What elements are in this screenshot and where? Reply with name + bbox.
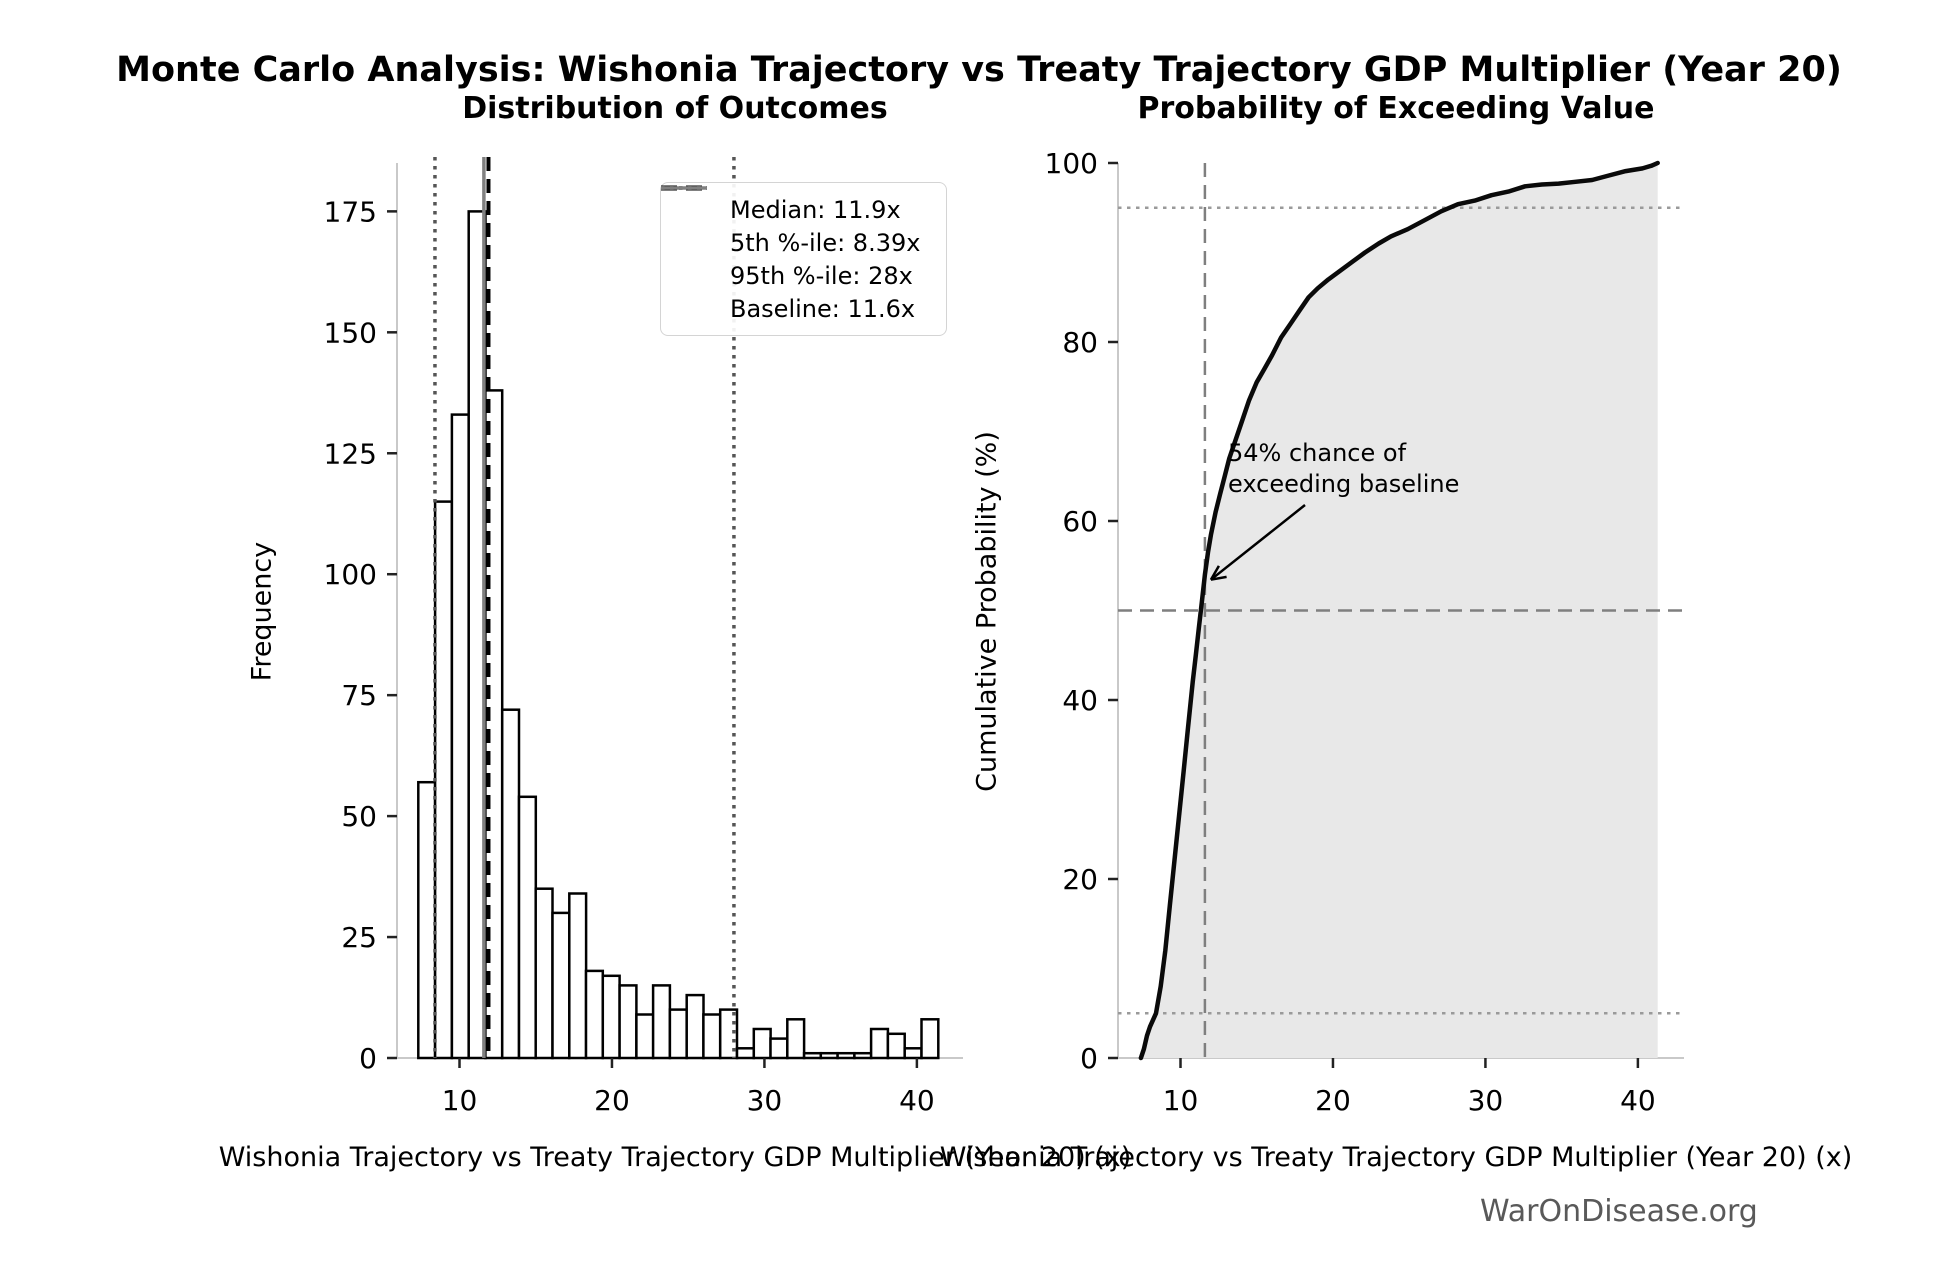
- cdf-ylabel: Cumulative Probability (%): [971, 431, 1003, 792]
- cdf-title: Probability of Exceeding Value: [1137, 91, 1655, 126]
- legend-row: 95th %-ile: 28x: [661, 186, 934, 292]
- y-tick-label: 100: [1045, 147, 1098, 180]
- histogram-bar: [903, 1047, 923, 1060]
- histogram-bar: [769, 1037, 789, 1060]
- histogram-xlabel: Wishonia Trajectory vs Treaty Trajectory…: [218, 1142, 1132, 1173]
- histogram-bar: [735, 1047, 756, 1060]
- y-tick-label: 175: [324, 195, 377, 228]
- legend-row: Baseline: 11.6x: [661, 186, 934, 325]
- watermark: WarOnDisease.org: [1480, 1194, 1758, 1229]
- annotation-arrow-shaft: [1210, 504, 1306, 581]
- x-tick-label: 30: [747, 1084, 783, 1117]
- legend-row: Median: 11.9x: [661, 185, 934, 226]
- histogram-bar: [802, 1051, 823, 1060]
- histogram-bar: [433, 500, 454, 1060]
- x-tick-label: 10: [442, 1084, 478, 1117]
- x-tick-label: 20: [1315, 1084, 1351, 1117]
- histogram-bar: [786, 1018, 806, 1060]
- cdf-xlabel: Wishonia Trajectory vs Treaty Trajectory…: [939, 1142, 1853, 1173]
- histogram-ylabel: Frequency: [246, 541, 278, 682]
- annotation-arrow-wing: [1210, 575, 1227, 581]
- histogram-bar: [869, 1027, 890, 1060]
- legend-label: Baseline: 11.6x: [730, 294, 916, 323]
- histogram-bar: [853, 1051, 873, 1060]
- histogram-bar: [920, 1018, 940, 1060]
- y-tick-label: 75: [341, 679, 377, 712]
- annotation-line-2: exceeding baseline: [1228, 470, 1460, 498]
- cdf-curve: [1138, 160, 1660, 1061]
- cdf-annotation: 54% chance of exceeding baseline: [1228, 438, 1459, 500]
- figure-title: Monte Carlo Analysis: Wishonia Trajector…: [116, 50, 1842, 90]
- annotation-line-1: 54% chance of: [1228, 439, 1407, 467]
- legend: Median: 11.9x 5th %-ile: 8.39x 95th %-ile:…: [660, 182, 947, 336]
- histogram-bar: [517, 795, 538, 1060]
- histogram-bar: [668, 1008, 688, 1060]
- y-tick-label: 40: [1062, 684, 1098, 717]
- histogram-bar: [651, 984, 672, 1060]
- histogram-bar: [618, 984, 638, 1060]
- y-tick-label: 150: [324, 316, 377, 349]
- histogram-bar: [685, 993, 705, 1060]
- histogram-bar: [584, 969, 605, 1060]
- y-tick-label: 125: [324, 437, 377, 470]
- legend-label: Median: 11.9x: [730, 195, 901, 224]
- histogram-bar: [551, 911, 571, 1060]
- histogram-bar: [568, 892, 588, 1060]
- histogram-bar: [500, 708, 521, 1060]
- histogram-bar: [836, 1051, 856, 1060]
- y-tick-label: 50: [341, 800, 377, 833]
- legend-row: 5th %-ile: 8.39x: [661, 186, 934, 259]
- x-tick-label: 20: [594, 1084, 630, 1117]
- x-tick-label: 40: [1620, 1084, 1656, 1117]
- histogram-bar: [601, 974, 621, 1060]
- annotation-arrow-wing: [1209, 565, 1220, 581]
- histogram-bar: [886, 1032, 906, 1060]
- histogram-bar: [752, 1027, 772, 1060]
- y-tick-label: 25: [341, 921, 377, 954]
- y-tick-label: 0: [359, 1042, 377, 1075]
- legend-label: 5th %-ile: 8.39x: [730, 228, 921, 257]
- x-tick-label: 30: [1468, 1084, 1504, 1117]
- histogram-bar: [819, 1051, 839, 1060]
- legend-label: 95th %-ile: 28x: [730, 261, 913, 290]
- cdf-fill-area: [1140, 163, 1658, 1058]
- histogram-bar: [635, 1013, 655, 1060]
- histogram-bar: [702, 1013, 722, 1060]
- y-tick-label: 20: [1062, 863, 1098, 896]
- histogram-bar: [534, 887, 554, 1060]
- y-tick-label: 60: [1062, 505, 1098, 538]
- histogram-bar: [417, 780, 437, 1060]
- x-tick-label: 40: [899, 1084, 935, 1117]
- y-tick-label: 100: [324, 558, 377, 591]
- y-tick-label: 80: [1062, 326, 1098, 359]
- x-tick-label: 10: [1163, 1084, 1199, 1117]
- histogram-bar: [450, 413, 470, 1060]
- y-tick-label: 0: [1080, 1042, 1098, 1075]
- histogram-title: Distribution of Outcomes: [462, 91, 888, 126]
